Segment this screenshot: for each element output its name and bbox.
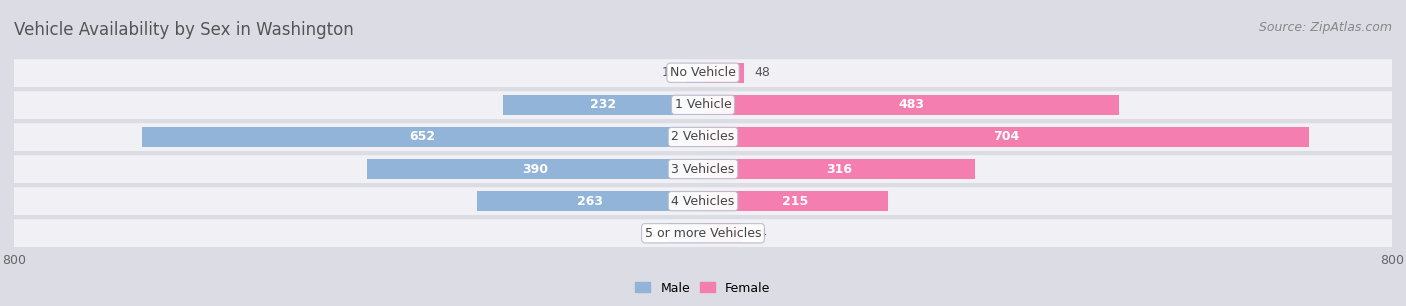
Bar [688,63,703,83]
Bar [668,223,703,243]
Text: 215: 215 [783,195,808,208]
Bar [703,159,976,179]
Text: 483: 483 [898,98,924,111]
Text: 704: 704 [993,130,1019,144]
Text: 390: 390 [522,162,548,176]
Text: 2 Vehicles: 2 Vehicles [672,130,734,144]
Bar [703,63,744,83]
Bar [703,127,1309,147]
Bar [703,95,1119,115]
Text: 232: 232 [591,98,616,111]
Text: Vehicle Availability by Sex in Washington: Vehicle Availability by Sex in Washingto… [14,21,354,39]
Bar [477,191,703,211]
Text: 44: 44 [751,227,768,240]
Text: Source: ZipAtlas.com: Source: ZipAtlas.com [1258,21,1392,34]
Bar [503,95,703,115]
Bar [14,91,1392,119]
Bar [142,127,703,147]
Text: No Vehicle: No Vehicle [671,66,735,79]
Bar [14,59,1392,87]
Text: 4 Vehicles: 4 Vehicles [672,195,734,208]
Text: 5 or more Vehicles: 5 or more Vehicles [645,227,761,240]
Text: 18: 18 [661,66,678,79]
Bar [367,159,703,179]
Bar [14,219,1392,247]
Text: 1 Vehicle: 1 Vehicle [675,98,731,111]
Bar [14,187,1392,215]
Legend: Male, Female: Male, Female [630,277,776,300]
Text: 3 Vehicles: 3 Vehicles [672,162,734,176]
Bar [703,223,741,243]
Bar [14,123,1392,151]
Bar [703,191,889,211]
Text: 41: 41 [641,227,658,240]
Text: 652: 652 [409,130,436,144]
Text: 316: 316 [827,162,852,176]
Bar [14,155,1392,183]
Text: 263: 263 [576,195,603,208]
Text: 48: 48 [755,66,770,79]
